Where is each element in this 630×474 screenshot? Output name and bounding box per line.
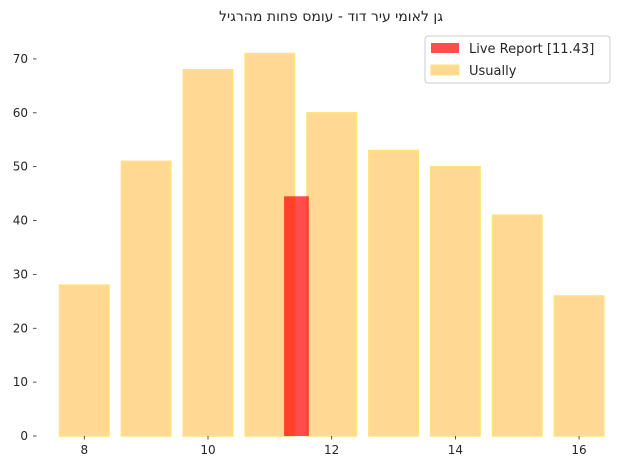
y-axis: 0 10 20 30 40 50 60 70	[13, 52, 37, 443]
y-tick-label-0: 0	[20, 429, 28, 443]
x-tick-label-14: 14	[448, 443, 463, 457]
bar-live-report	[284, 196, 309, 436]
x-tick-label-8: 8	[80, 443, 88, 457]
bar-usually-12	[306, 112, 358, 437]
legend-label-live-report: Live Report [11.43]	[469, 42, 594, 57]
bar-usually-8	[58, 284, 110, 437]
live-bars-group	[284, 196, 309, 436]
legend-box	[424, 35, 611, 84]
bar-usually-13	[368, 149, 420, 437]
y-tick-label-10: 10	[13, 375, 28, 389]
bar-usually-14	[429, 165, 481, 437]
x-axis: 8 10 12 14 16	[80, 436, 587, 457]
y-tick-label-50: 50	[13, 160, 28, 174]
x-tick-label-10: 10	[200, 443, 215, 457]
bar-usually-16	[553, 295, 605, 437]
y-tick-label-70: 70	[13, 52, 28, 66]
x-tick-label-12: 12	[324, 443, 339, 457]
legend-label-usually: Usually	[469, 64, 517, 79]
usual-bars-group	[58, 52, 605, 437]
bar-usually-9	[120, 160, 172, 437]
y-tick-label-30: 30	[13, 267, 28, 281]
legend-swatch-usually	[430, 64, 460, 76]
y-tick-label-60: 60	[13, 106, 28, 120]
y-tick-label-40: 40	[13, 214, 28, 228]
x-tick-label-16: 16	[571, 443, 586, 457]
chart-title: גן לאומי עיר דוד - עומס פחות מהרגיל	[219, 9, 443, 25]
bar-usually-10	[182, 68, 234, 437]
y-tick-label-20: 20	[13, 321, 28, 335]
bar-usually-15	[491, 214, 543, 437]
legend: Live Report [11.43] Usually	[424, 35, 611, 84]
legend-swatch-live-report	[431, 43, 459, 53]
